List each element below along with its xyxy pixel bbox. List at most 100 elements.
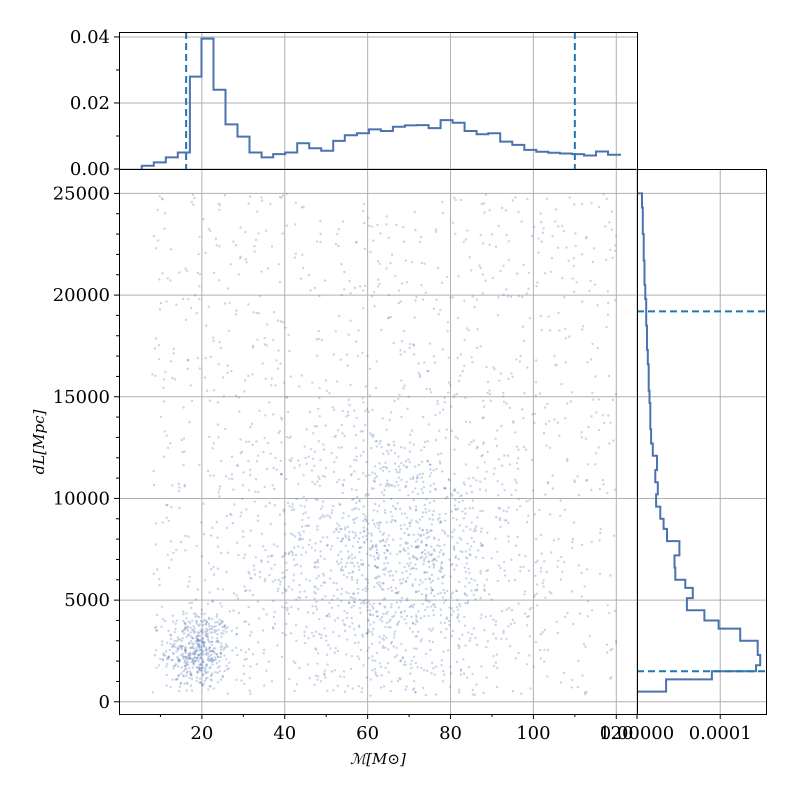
right-quantile-lines [637,310,766,673]
scatter-point [209,666,212,669]
scatter-point [206,602,210,605]
scatter-point [542,585,545,588]
scatter-point [272,311,276,314]
scatter-point [325,653,329,656]
scatter-point [534,394,538,397]
scatter-point [387,587,390,591]
scatter-point [244,589,248,592]
scatter-point [289,459,293,463]
scatter-point [574,244,577,248]
scatter-point [318,632,321,636]
scatter-point [205,648,208,652]
scatter-point [369,613,372,616]
scatter-point [319,550,322,553]
scatter-point [164,619,167,623]
scatter-point [285,478,288,481]
scatter-point [495,444,499,448]
scatter-point [506,295,509,298]
scatter-point [282,321,285,324]
scatter-point [387,443,390,446]
scatter-point [187,620,190,623]
scatter-point [155,613,159,617]
scatter-point [416,666,419,669]
scatter-point [199,619,203,623]
scatter-point [414,540,417,543]
scatter-point [321,536,325,539]
scatter-point [184,656,188,659]
scatter-point [395,646,398,649]
scatter-point [556,559,560,562]
scatter-point [557,537,560,541]
scatter-point [497,458,501,461]
scatter-point [421,528,425,532]
scatter-point [412,554,415,558]
scatter-point [306,524,309,527]
scatter-point [253,573,257,576]
scatter-point [311,381,314,384]
scatter-point [280,441,283,444]
scatter-point [393,633,396,636]
scatter-point [427,560,430,563]
scatter-point [300,572,303,575]
scatter-point [280,416,283,419]
scatter-point [404,460,408,463]
scatter-point [200,651,203,655]
scatter-point [378,575,381,578]
scatter-point [473,527,476,530]
scatter-point [221,674,224,678]
scatter-point [236,597,240,600]
scatter-point [217,640,220,644]
scatter-point [340,569,343,572]
scatter-point [381,620,384,623]
scatter-point [505,288,508,291]
scatter-point [383,544,386,548]
scatter-point [510,372,513,375]
scatter-point [259,576,262,579]
scatter-point [505,510,508,513]
scatter-point [444,497,448,500]
scatter-point [374,576,377,580]
scatter-point [183,450,186,453]
scatter-point [543,660,546,663]
scatter-point [554,208,558,211]
scatter-point [464,644,467,647]
scatter-point [432,482,436,485]
scatter-point [400,461,403,465]
scatter-point [277,349,280,352]
scatter-point [476,583,479,587]
scatter-point [414,691,417,694]
scatter-point [408,346,411,350]
scatter-point [385,621,389,624]
scatter-point [192,663,195,666]
scatter-point [571,540,574,544]
scatter-point [211,599,214,603]
scatter-point [159,301,163,305]
scatter-point [441,576,445,579]
scatter-point [369,623,372,626]
scatter-point [458,645,461,648]
scatter-point [497,296,500,299]
scatter-point [457,501,461,504]
scatter-point [204,677,208,680]
scatter-point [266,267,270,270]
scatter-point [416,546,420,549]
scatter-point [368,547,372,550]
scatter-point [209,229,212,232]
scatter-point [393,452,397,455]
scatter-point [471,506,475,510]
scatter-point [485,470,488,473]
scatter-point [485,676,488,679]
scatter-point [219,678,223,681]
scatter-point [183,682,186,685]
scatter-point [415,557,418,560]
scatter-point [502,395,505,398]
scatter-point [330,670,334,673]
scatter-point [366,618,370,621]
scatter-point [443,519,447,522]
scatter-point [358,625,361,629]
scatter-point [274,456,277,460]
scatter-point [335,380,339,383]
scatter-point [350,488,354,491]
scatter-point [535,592,538,595]
scatter-point [232,240,235,243]
